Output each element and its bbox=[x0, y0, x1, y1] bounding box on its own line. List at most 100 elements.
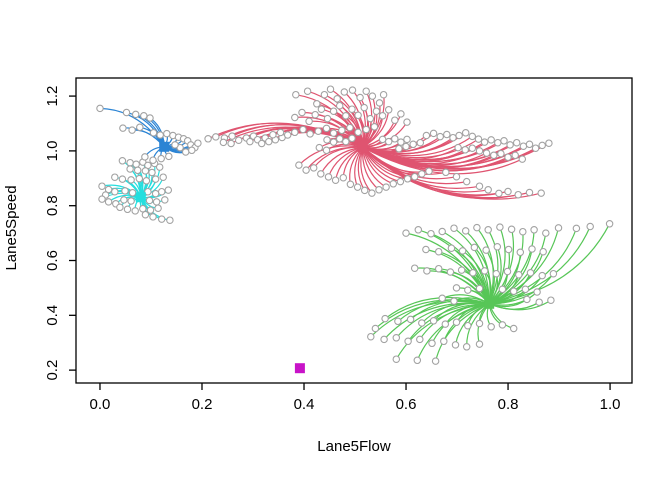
data-point-circle bbox=[161, 196, 169, 204]
data-point-circle bbox=[228, 132, 236, 140]
data-point-circle bbox=[291, 113, 299, 122]
data-point-circle bbox=[126, 165, 134, 173]
y-tick-label: 0.4 bbox=[44, 305, 61, 326]
cluster-blue-center-marker bbox=[159, 141, 170, 152]
data-point-circle bbox=[538, 141, 546, 150]
data-point-circle bbox=[378, 135, 387, 144]
data-point-circle bbox=[506, 141, 514, 149]
data-point-circle bbox=[329, 129, 338, 137]
data-point-circle bbox=[605, 220, 614, 228]
data-point-circle bbox=[322, 146, 331, 155]
data-point-circle bbox=[323, 114, 332, 123]
data-point-circle bbox=[151, 175, 160, 183]
data-point-circle bbox=[404, 337, 412, 346]
data-point-circle bbox=[447, 244, 456, 252]
data-point-circle bbox=[131, 110, 140, 119]
x-tick-label: 0.2 bbox=[192, 396, 213, 413]
data-point-circle bbox=[511, 151, 519, 160]
data-point-circle bbox=[309, 164, 318, 172]
data-point-circle bbox=[549, 269, 558, 278]
data-point-circle bbox=[414, 226, 423, 234]
data-point-circle bbox=[146, 114, 154, 122]
data-point-circle bbox=[457, 266, 466, 274]
data-point-circle bbox=[475, 319, 484, 328]
data-point-circle bbox=[509, 324, 518, 333]
data-point-circle bbox=[538, 271, 546, 280]
cluster-green-edge bbox=[488, 299, 552, 311]
data-point-circle bbox=[379, 90, 388, 99]
data-point-circle bbox=[497, 149, 505, 158]
data-point-circle bbox=[265, 137, 273, 146]
data-point-circle bbox=[317, 105, 326, 113]
data-point-circle bbox=[118, 175, 127, 183]
data-point-circle bbox=[528, 245, 536, 253]
data-point-circle bbox=[141, 153, 149, 161]
data-point-circle bbox=[128, 189, 137, 197]
data-point-circle bbox=[395, 144, 403, 153]
data-point-circle bbox=[151, 189, 160, 198]
data-point-circle bbox=[504, 187, 512, 196]
data-point-circle bbox=[468, 132, 477, 141]
y-axis-label: Lane5Speed bbox=[3, 185, 20, 270]
data-point-circle bbox=[141, 210, 150, 219]
data-point-circle bbox=[126, 158, 134, 167]
data-point-circle bbox=[360, 103, 368, 112]
data-point-circle bbox=[323, 136, 331, 144]
data-point-circle bbox=[96, 104, 104, 113]
data-point-circle bbox=[492, 269, 501, 278]
data-point-circle bbox=[298, 108, 306, 117]
data-point-circle bbox=[530, 226, 538, 234]
y-tick-label: 1.2 bbox=[44, 86, 61, 107]
data-point-circle bbox=[429, 317, 438, 325]
data-point-circle bbox=[136, 123, 144, 132]
data-point-circle bbox=[131, 207, 139, 215]
data-point-circle bbox=[346, 180, 355, 189]
data-point-circle bbox=[438, 227, 446, 236]
data-point-circle bbox=[338, 126, 346, 135]
data-point-circle bbox=[306, 130, 314, 138]
data-point-circle bbox=[518, 155, 527, 163]
x-tick-label: 0.0 bbox=[90, 396, 111, 413]
data-point-circle bbox=[329, 138, 338, 146]
data-point-circle bbox=[302, 166, 310, 174]
data-point-circle bbox=[303, 87, 312, 95]
data-point-circle bbox=[123, 205, 132, 214]
data-point-circle bbox=[402, 142, 410, 151]
data-point-circle bbox=[440, 337, 448, 346]
data-point-circle bbox=[155, 163, 164, 171]
data-point-circle bbox=[487, 323, 495, 331]
data-point-circle bbox=[422, 245, 430, 254]
data-point-circle bbox=[451, 341, 460, 349]
data-point-circle bbox=[519, 142, 528, 150]
data-point-circle bbox=[503, 267, 512, 276]
data-point-circle bbox=[482, 149, 491, 157]
data-point-circle bbox=[475, 284, 484, 293]
data-point-circle bbox=[462, 177, 471, 186]
data-point-circle bbox=[322, 124, 331, 133]
data-point-circle bbox=[157, 154, 165, 163]
data-point-circle bbox=[145, 196, 154, 205]
data-point-circle bbox=[512, 138, 521, 147]
y-tick-label: 1.0 bbox=[44, 140, 61, 161]
data-point-circle bbox=[149, 156, 157, 164]
data-point-circle bbox=[554, 224, 563, 232]
data-point-circle bbox=[372, 107, 381, 115]
cluster-red-center-marker bbox=[357, 142, 368, 153]
cluster-green-edge bbox=[489, 223, 611, 305]
data-point-circle bbox=[531, 144, 540, 152]
data-point-circle bbox=[443, 130, 451, 139]
data-point-circle bbox=[384, 137, 393, 146]
data-point-circle bbox=[384, 106, 393, 114]
data-point-circle bbox=[525, 188, 534, 197]
data-point-circle bbox=[498, 285, 507, 294]
data-point-circle bbox=[326, 85, 335, 93]
data-point-circle bbox=[418, 319, 426, 327]
cluster-green-edge bbox=[473, 246, 492, 304]
data-point-circle bbox=[291, 128, 299, 137]
data-point-circle bbox=[410, 172, 419, 181]
data-point-circle bbox=[545, 139, 553, 147]
data-point-circle bbox=[515, 271, 523, 279]
data-point-circle bbox=[329, 107, 338, 115]
data-point-circle bbox=[257, 139, 266, 148]
data-point-circle bbox=[470, 243, 479, 252]
